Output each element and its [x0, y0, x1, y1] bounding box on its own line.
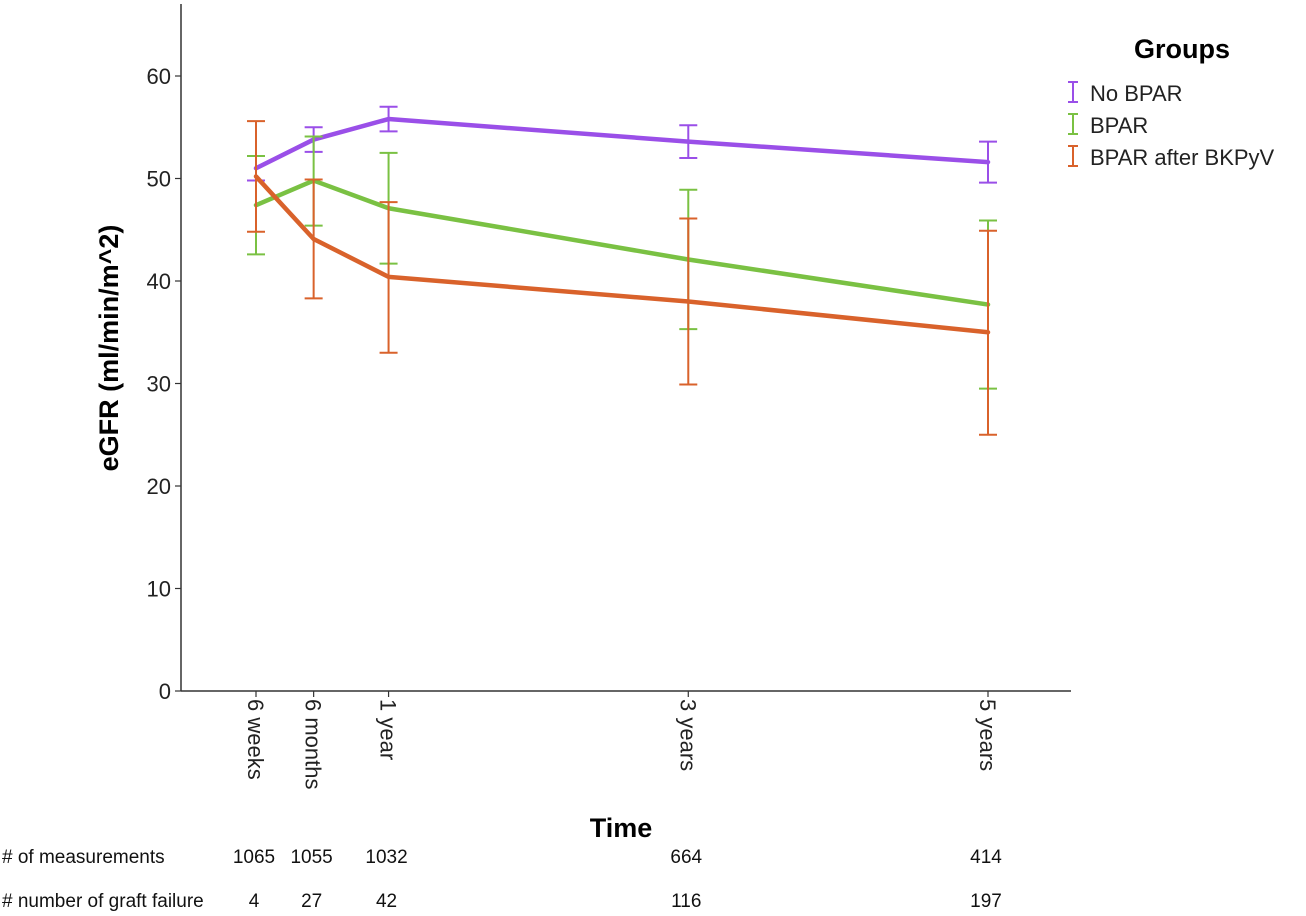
table-cell: 414	[970, 847, 1002, 868]
table-row: # of measurements 1065 1055 1032 664 414	[2, 847, 1002, 868]
y-tick-label: 40	[147, 269, 171, 294]
y-tick-label: 10	[147, 577, 171, 602]
series-layer	[247, 105, 997, 436]
table-cell: 1065	[233, 847, 275, 868]
series-line	[253, 116, 991, 171]
table-row-label: # number of graft failure	[2, 891, 204, 912]
axes	[180, 4, 1071, 692]
table-row-label: # of measurements	[2, 847, 165, 868]
table-cell: 664	[670, 847, 702, 868]
x-tick-label: 6 weeks	[243, 699, 268, 780]
table-row: # number of graft failure 4 27 42 116 197	[2, 891, 1002, 912]
table-cell: 4	[249, 891, 260, 912]
x-tick-label: 5 years	[975, 699, 1000, 771]
x-axis-title: Time	[590, 813, 653, 843]
table-cell: 1055	[290, 847, 332, 868]
legend: Groups No BPAR BPAR BPAR after BKPyV	[1068, 34, 1275, 170]
y-tick-label: 0	[159, 679, 171, 704]
legend-item: BPAR after BKPyV	[1068, 145, 1275, 170]
legend-title: Groups	[1134, 34, 1230, 64]
legend-label: No BPAR	[1090, 81, 1183, 106]
table-cell: 197	[970, 891, 1002, 912]
table-cell: 116	[671, 891, 701, 912]
y-tick-label: 20	[147, 474, 171, 499]
legend-item: No BPAR	[1068, 81, 1183, 106]
table-cell: 42	[376, 891, 397, 912]
y-tick-label: 60	[147, 64, 171, 89]
legend-label: BPAR	[1090, 113, 1148, 138]
series-no-bpar	[247, 105, 997, 184]
counts-table: # of measurements 1065 1055 1032 664 414 # num…	[2, 847, 1002, 912]
y-axis-ticks: 0 10 20 30 40 50 60	[147, 64, 181, 704]
legend-item: BPAR	[1068, 113, 1148, 138]
series-line	[253, 174, 991, 335]
table-cell: 27	[301, 891, 322, 912]
y-tick-label: 50	[147, 167, 171, 192]
x-tick-label: 1 year	[376, 699, 401, 760]
x-axis-ticks: 6 weeks 6 months 1 year 3 years 5 years	[243, 691, 1000, 790]
x-tick-label: 3 years	[675, 699, 700, 771]
y-axis-title: eGFR (ml/min/m^2)	[94, 225, 124, 472]
legend-label: BPAR after BKPyV	[1090, 145, 1275, 170]
x-tick-label: 6 months	[301, 699, 326, 790]
table-cell: 1032	[365, 847, 407, 868]
series-line	[253, 178, 991, 307]
series-bpar-after-bkpyv	[247, 120, 997, 436]
y-tick-label: 30	[147, 372, 171, 397]
